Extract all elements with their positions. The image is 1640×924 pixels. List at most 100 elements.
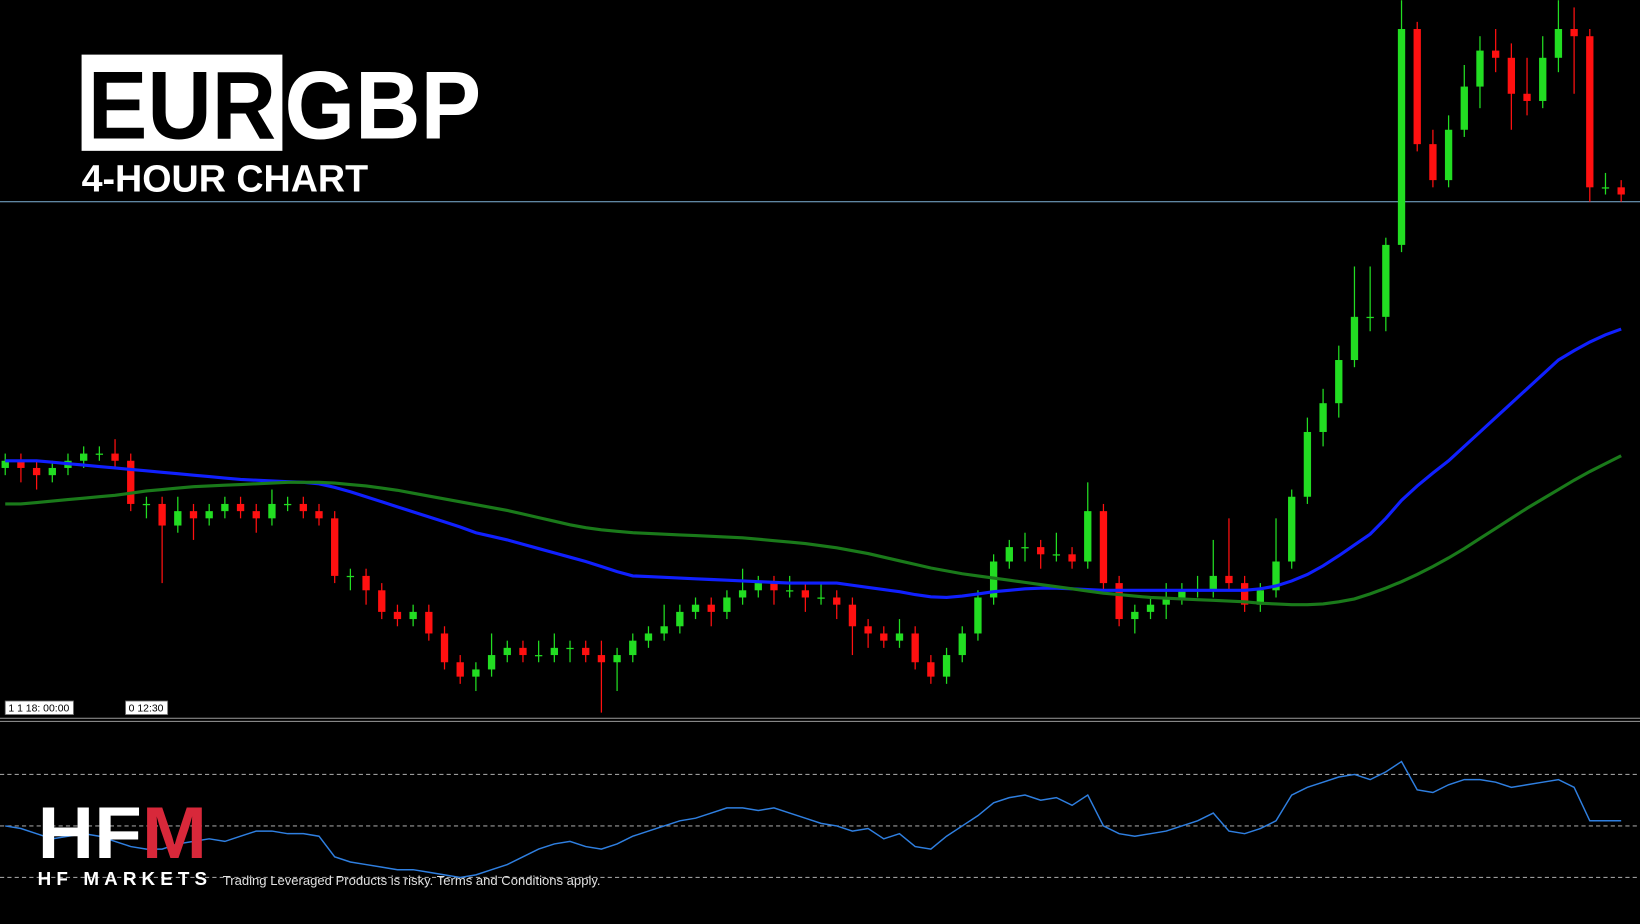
candle-body	[1115, 583, 1123, 620]
candle-body	[1476, 50, 1484, 87]
candle-body	[723, 597, 731, 612]
candle-body	[1523, 93, 1531, 101]
candle-body	[80, 453, 88, 461]
chart-title: EUR	[88, 52, 276, 159]
candle-body	[1460, 86, 1468, 130]
candle-body	[770, 583, 778, 591]
candle-body	[691, 604, 700, 612]
candle-body	[221, 503, 229, 512]
candle-body	[32, 467, 41, 476]
candle-body	[1005, 547, 1013, 562]
candle-body	[1617, 187, 1625, 195]
candle-body	[1492, 50, 1500, 58]
candle-body	[1, 460, 9, 468]
candle-body	[911, 633, 919, 663]
candle-body	[927, 662, 935, 677]
candle-body	[283, 503, 292, 506]
title-box	[81, 54, 283, 151]
candle-body	[864, 626, 872, 634]
candle-body	[597, 655, 606, 663]
candle-body	[676, 611, 684, 627]
chart-subtitle: 4-HOUR CHART	[82, 158, 368, 200]
candle-body	[299, 503, 307, 512]
candle-body	[189, 511, 198, 519]
candle-body	[1413, 29, 1421, 145]
candle-body	[315, 511, 323, 519]
candle-body	[1335, 360, 1343, 404]
candle-body	[1570, 29, 1578, 37]
brand-logo: HFM	[38, 792, 207, 874]
chart-title: GBP	[284, 52, 481, 159]
candle-body	[660, 626, 668, 634]
candle-body	[1429, 144, 1437, 181]
candle-body	[158, 503, 166, 526]
candle-body	[1225, 575, 1233, 584]
candle-body	[1209, 575, 1217, 591]
moving-average	[5, 327, 1622, 600]
candle-body	[48, 467, 56, 476]
candle-body	[519, 647, 527, 656]
plot-area: 1 1 18: 00:00 0 12:30	[0, 0, 1640, 879]
candle-body	[1021, 547, 1029, 549]
time-label-box	[125, 700, 169, 716]
candle-body	[1507, 57, 1516, 94]
candle-body	[942, 655, 951, 677]
candle-body	[801, 590, 810, 598]
candle-body	[1554, 29, 1563, 58]
candle-body	[1240, 583, 1249, 605]
candle-body	[534, 655, 543, 657]
oscillator-line	[5, 760, 1622, 879]
candle-body	[1366, 316, 1374, 319]
candle-body	[1256, 590, 1264, 605]
candle-body	[111, 453, 119, 461]
candle-body	[1350, 316, 1359, 361]
brand-name: HF MARKETS	[38, 868, 207, 889]
candle-body	[880, 633, 888, 641]
candle-body	[1178, 590, 1186, 598]
candle-body	[848, 604, 857, 627]
candle-body	[629, 640, 637, 656]
candle-body	[550, 647, 558, 656]
candle-body	[127, 460, 135, 504]
candle-body	[1397, 29, 1406, 245]
moving-average	[5, 454, 1622, 607]
candle-body	[142, 503, 151, 506]
candle-body	[833, 597, 841, 605]
candle-body	[1601, 187, 1610, 189]
candle-body	[1272, 561, 1280, 591]
candle-body	[1539, 57, 1547, 101]
candle-body	[644, 633, 653, 641]
time-label: 1 1 18: 00:00	[8, 703, 69, 714]
candle-body	[974, 597, 982, 634]
candle-body	[1131, 611, 1139, 620]
candle-body	[95, 453, 104, 455]
candle-body	[346, 575, 355, 578]
candle-body	[17, 460, 25, 468]
candle-body	[1382, 244, 1390, 317]
candle-body	[754, 583, 762, 591]
candle-body	[1586, 36, 1594, 188]
disclaimer: Trading Leveraged Products is risky. Ter…	[223, 873, 601, 888]
candle-body	[331, 518, 339, 576]
candle-body	[1052, 554, 1061, 556]
candle-body	[1037, 547, 1045, 555]
candle-body	[817, 597, 825, 599]
time-label: 0 12:30	[129, 703, 164, 714]
candle-body	[425, 611, 433, 634]
candle-body	[378, 590, 386, 612]
candle-body	[1068, 554, 1076, 562]
candle-body	[236, 503, 245, 512]
candle-body	[456, 662, 464, 677]
candle-body	[566, 647, 574, 650]
candle-body	[1162, 597, 1170, 605]
candle-body	[582, 647, 590, 656]
candle-body	[472, 669, 480, 677]
candle-body	[613, 655, 621, 663]
candle-body	[362, 575, 370, 591]
candle-body	[1146, 604, 1155, 612]
candle-body	[503, 647, 511, 656]
candle-body	[1303, 431, 1312, 497]
candle-body	[440, 633, 449, 663]
